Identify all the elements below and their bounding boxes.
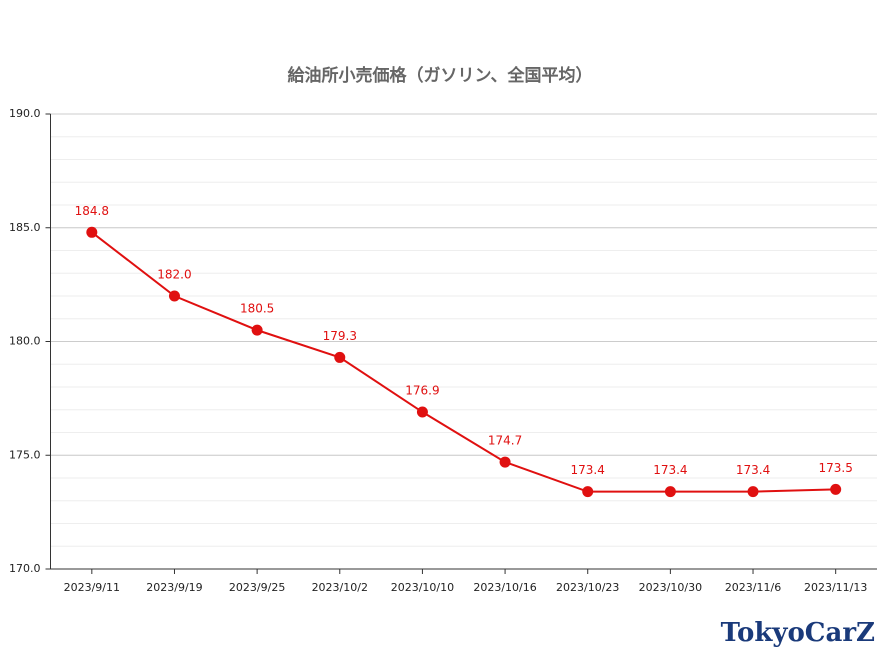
- x-tick-label: 2023/9/11: [64, 581, 120, 594]
- line: [91, 231, 836, 493]
- chart-title: 給油所小売価格（ガソリン、全国平均）: [288, 65, 593, 86]
- data-label: 173.4: [736, 463, 770, 477]
- data-label: 173.4: [571, 463, 605, 477]
- x-tick-label: 2023/11/13: [804, 581, 867, 594]
- point: [499, 456, 511, 468]
- watermark: TokyoCarZ: [721, 618, 875, 648]
- data-label: 182.0: [157, 268, 191, 282]
- x-tick-label: 2023/9/25: [229, 581, 285, 594]
- point: [251, 324, 263, 336]
- x-tick-label: 2023/11/6: [725, 581, 781, 594]
- point: [664, 486, 676, 498]
- y-tick-label: 170.0: [9, 562, 41, 575]
- y-tick-label: 185.0: [9, 221, 41, 234]
- y-tick-label: 175.0: [9, 448, 41, 461]
- data-label: 180.5: [240, 302, 274, 316]
- data-label: 176.9: [405, 384, 439, 398]
- data-label: 174.7: [488, 434, 522, 448]
- x-tick-label: 2023/9/19: [146, 581, 202, 594]
- data-label: 179.3: [323, 329, 357, 343]
- x-tick-label: 2023/10/23: [556, 581, 619, 594]
- data-label: 184.8: [75, 204, 109, 218]
- x-tick-label: 2023/10/2: [312, 581, 368, 594]
- point: [416, 406, 428, 418]
- x-tick-label: 2023/10/10: [391, 581, 454, 594]
- x-tick-label: 2023/10/30: [639, 581, 702, 594]
- point: [747, 486, 759, 498]
- point: [334, 351, 346, 363]
- point: [830, 483, 842, 495]
- point: [86, 226, 98, 238]
- x-tick-label: 2023/10/16: [473, 581, 536, 594]
- point: [582, 486, 594, 498]
- y-tick-label: 180.0: [9, 335, 41, 348]
- data-label: 173.5: [818, 461, 852, 475]
- y-tick-label: 190.0: [9, 107, 41, 120]
- data-label: 173.4: [653, 463, 687, 477]
- point: [168, 290, 180, 302]
